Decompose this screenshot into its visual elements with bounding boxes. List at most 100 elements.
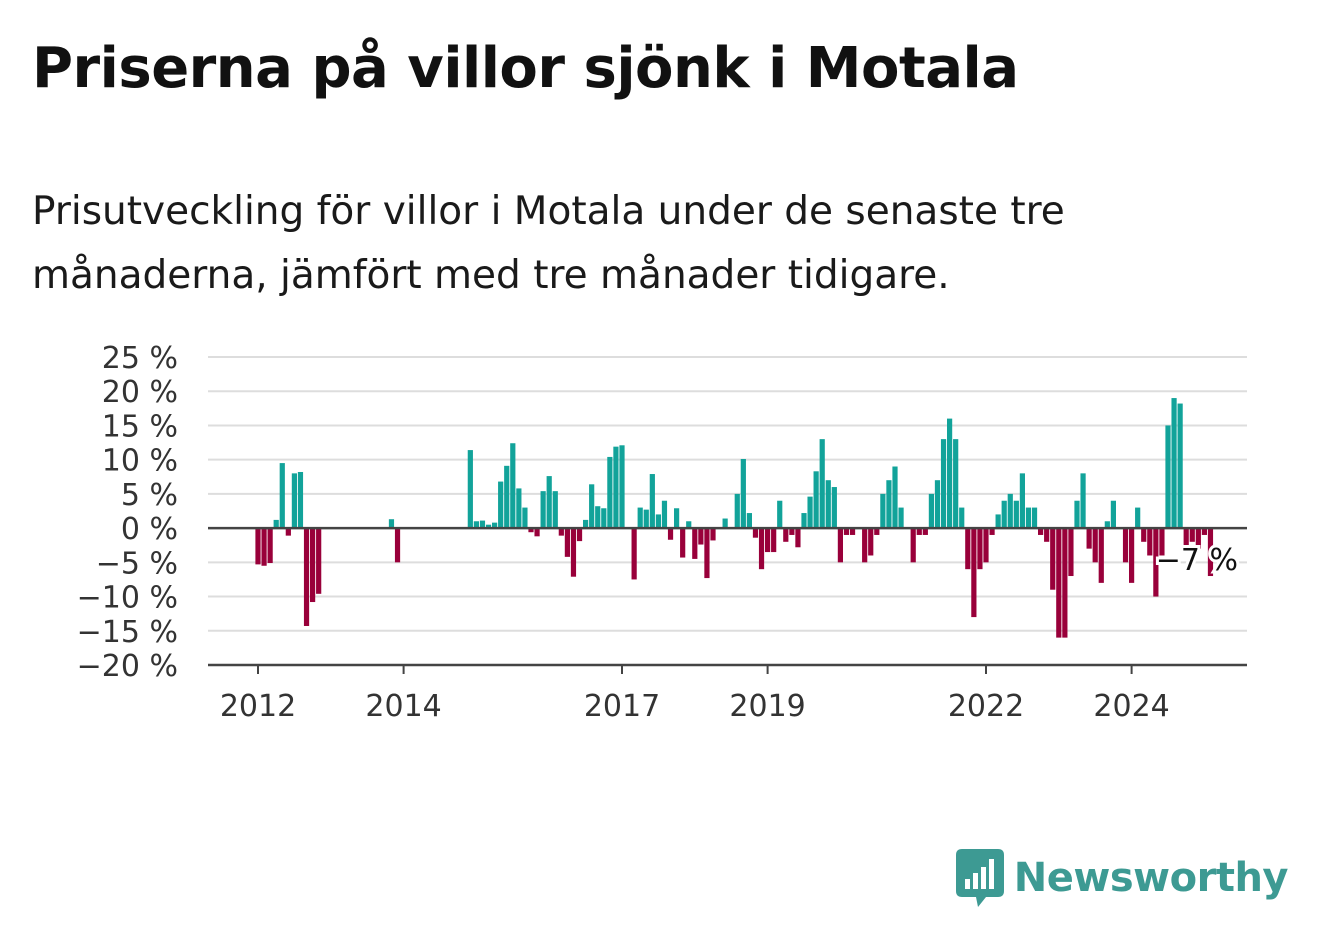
bar bbox=[303, 528, 310, 626]
bar bbox=[1086, 528, 1092, 549]
brand-name: Newsworthy bbox=[1013, 855, 1289, 901]
y-tick-label: −20 % bbox=[77, 649, 178, 684]
x-tick-label: 2024 bbox=[1093, 689, 1169, 724]
bar bbox=[771, 528, 777, 553]
bar bbox=[934, 480, 941, 529]
bar bbox=[546, 476, 552, 529]
bar bbox=[261, 528, 267, 566]
last-value-annotation: −7 % bbox=[1156, 543, 1238, 578]
bar bbox=[813, 471, 819, 529]
bar bbox=[485, 524, 492, 529]
bar bbox=[837, 528, 843, 563]
bar bbox=[1104, 521, 1110, 529]
bar bbox=[892, 466, 898, 529]
bar bbox=[528, 528, 534, 533]
bar bbox=[1147, 528, 1153, 556]
bar bbox=[940, 439, 947, 529]
bar bbox=[819, 439, 825, 529]
bar bbox=[825, 480, 831, 529]
bar bbox=[667, 528, 674, 540]
bar bbox=[583, 519, 589, 529]
y-tick-label: −5 % bbox=[96, 546, 178, 581]
bar bbox=[291, 473, 297, 529]
bar bbox=[595, 506, 601, 529]
bar bbox=[795, 528, 801, 548]
bar bbox=[649, 474, 655, 529]
bar bbox=[643, 509, 649, 529]
bar bbox=[916, 528, 922, 535]
bar bbox=[316, 528, 322, 594]
bar bbox=[722, 518, 728, 529]
bar bbox=[874, 528, 880, 535]
bar bbox=[1019, 473, 1025, 529]
bar bbox=[965, 528, 971, 570]
bar bbox=[619, 445, 625, 529]
bar bbox=[1171, 398, 1177, 529]
bar bbox=[570, 528, 577, 577]
bar bbox=[868, 528, 874, 556]
bar bbox=[758, 528, 765, 570]
chart-title: Priserna på villor sjönk i Motala bbox=[32, 36, 1019, 101]
bar bbox=[1007, 493, 1013, 529]
y-tick-label: 5 % bbox=[121, 478, 178, 513]
bar bbox=[674, 508, 680, 529]
bar bbox=[273, 519, 279, 529]
bar bbox=[1068, 528, 1074, 577]
bar bbox=[862, 528, 868, 563]
bar bbox=[589, 484, 595, 529]
bar bbox=[1129, 528, 1135, 583]
bar bbox=[607, 456, 613, 529]
bar bbox=[1201, 528, 1207, 535]
bar bbox=[1207, 528, 1214, 577]
x-tick-label: 2012 bbox=[220, 689, 296, 724]
bar bbox=[255, 528, 261, 565]
bar bbox=[558, 528, 564, 536]
bar bbox=[983, 528, 989, 563]
newsworthy-logo: Newsworthy bbox=[955, 849, 1289, 907]
bar bbox=[1159, 528, 1165, 556]
x-axis-labels: 2012 2014 2017 2019 2022 2024 bbox=[220, 665, 1170, 724]
y-tick-label: 25 % bbox=[102, 341, 178, 376]
bar bbox=[492, 522, 498, 529]
bar bbox=[655, 514, 661, 529]
bar bbox=[928, 493, 934, 529]
bar bbox=[898, 507, 904, 529]
bar bbox=[922, 528, 928, 535]
bar bbox=[977, 528, 983, 570]
bar bbox=[388, 519, 395, 529]
bar bbox=[807, 496, 813, 529]
bar bbox=[1092, 528, 1098, 563]
bar bbox=[752, 528, 759, 538]
y-tick-label: 20 % bbox=[102, 375, 178, 410]
bar bbox=[1031, 507, 1038, 529]
bar bbox=[971, 528, 977, 618]
bar bbox=[1025, 507, 1032, 529]
bar bbox=[297, 471, 304, 529]
bar bbox=[552, 491, 558, 529]
bar bbox=[1074, 500, 1080, 529]
bar bbox=[886, 480, 892, 529]
y-axis-labels: 25 %20 %15 %10 %5 %0 %−5 %−10 %−15 %−20 … bbox=[77, 341, 178, 684]
bars bbox=[255, 398, 1214, 638]
bar bbox=[1044, 528, 1050, 542]
bar bbox=[831, 487, 837, 529]
bar bbox=[1177, 403, 1183, 529]
bar bbox=[740, 458, 746, 529]
bar bbox=[1135, 507, 1141, 529]
bar bbox=[1122, 528, 1129, 563]
bar bbox=[849, 528, 856, 535]
bar bbox=[1183, 528, 1189, 549]
bar bbox=[267, 528, 273, 564]
bar bbox=[989, 528, 995, 535]
bar bbox=[1110, 500, 1116, 529]
y-tick-label: 0 % bbox=[121, 512, 178, 547]
chart-subtitle: Prisutveckling för villor i Motala under… bbox=[32, 189, 1065, 298]
bar bbox=[789, 528, 795, 535]
bar bbox=[613, 446, 619, 529]
bar bbox=[801, 513, 807, 529]
bar-chart: 25 %20 %15 %10 %5 %0 %−5 %−10 %−15 %−20 … bbox=[77, 341, 1247, 724]
bar bbox=[698, 528, 704, 545]
bar bbox=[1062, 528, 1068, 638]
bar bbox=[473, 521, 479, 529]
bar bbox=[576, 528, 583, 542]
